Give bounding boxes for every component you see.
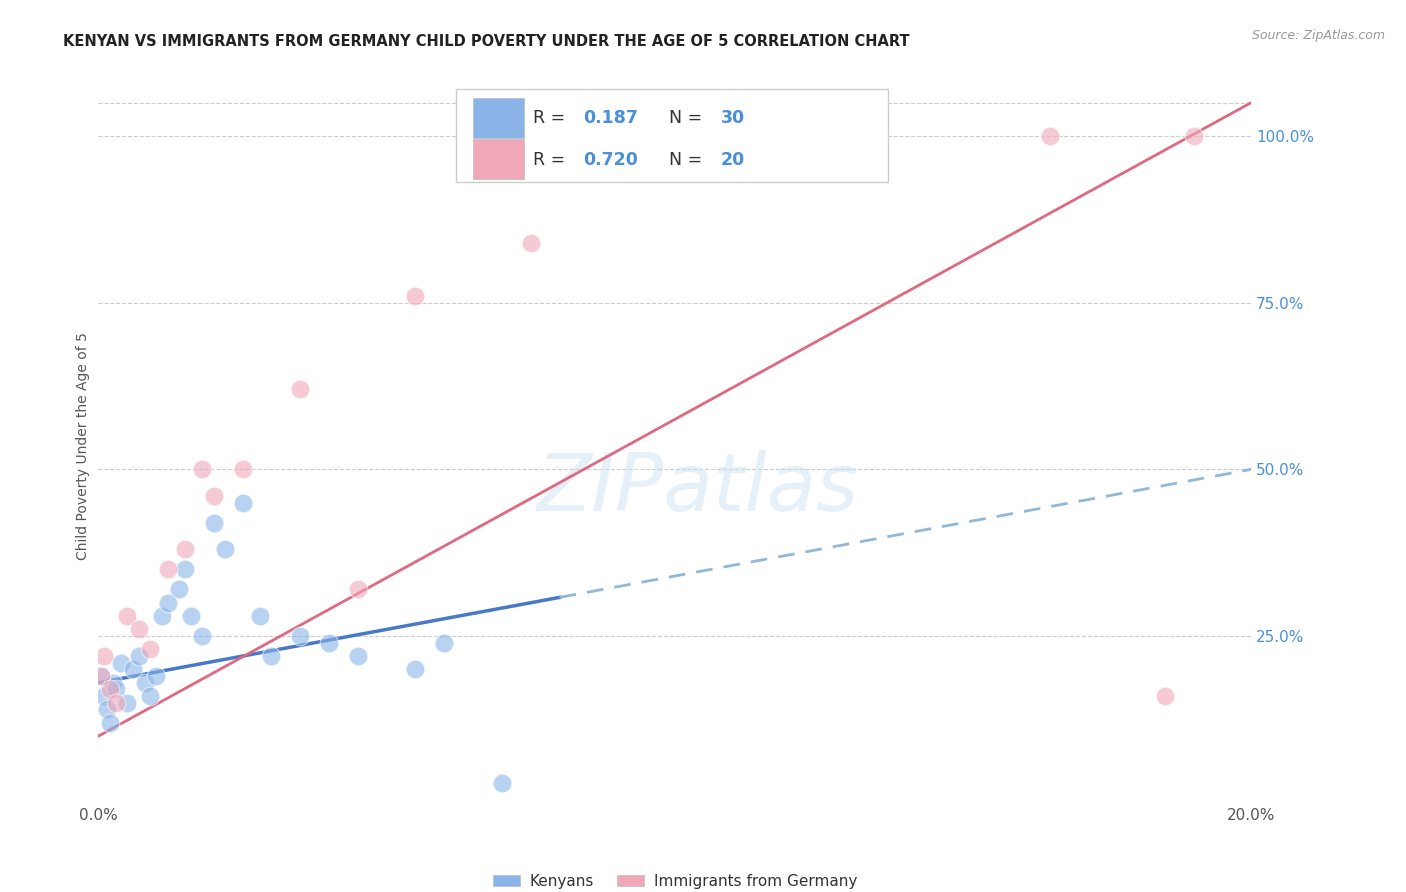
Point	[150, 609, 173, 624]
Point	[98, 682, 121, 697]
Point	[128, 649, 150, 664]
Point	[180, 609, 202, 624]
Point	[134, 675, 156, 690]
Text: 20: 20	[721, 151, 745, 169]
Point	[117, 696, 139, 710]
Point	[122, 662, 145, 676]
Point	[405, 289, 427, 303]
Point	[1038, 128, 1062, 143]
FancyBboxPatch shape	[472, 139, 524, 178]
Text: ZIPatlas: ZIPatlas	[537, 450, 859, 528]
FancyBboxPatch shape	[456, 89, 889, 182]
Point	[104, 696, 127, 710]
Point	[202, 489, 225, 503]
Point	[139, 642, 162, 657]
Point	[491, 776, 513, 790]
Point	[1153, 689, 1175, 703]
Point	[318, 636, 340, 650]
Point	[156, 562, 179, 576]
Point	[214, 542, 236, 557]
Point	[93, 649, 115, 664]
Point	[93, 689, 115, 703]
Point	[167, 582, 190, 597]
Point	[290, 629, 312, 643]
Legend: Kenyans, Immigrants from Germany: Kenyans, Immigrants from Germany	[486, 868, 863, 892]
Point	[117, 609, 139, 624]
Point	[156, 596, 179, 610]
Point	[231, 462, 254, 476]
Text: Source: ZipAtlas.com: Source: ZipAtlas.com	[1251, 29, 1385, 42]
Point	[433, 636, 456, 650]
Point	[520, 235, 543, 250]
Point	[231, 496, 254, 510]
Point	[174, 562, 197, 576]
Text: R =: R =	[533, 151, 571, 169]
Point	[1182, 128, 1205, 143]
Point	[249, 609, 271, 624]
Point	[807, 128, 830, 143]
Text: KENYAN VS IMMIGRANTS FROM GERMANY CHILD POVERTY UNDER THE AGE OF 5 CORRELATION C: KENYAN VS IMMIGRANTS FROM GERMANY CHILD …	[63, 34, 910, 49]
FancyBboxPatch shape	[472, 98, 524, 137]
Point	[96, 702, 118, 716]
Point	[90, 669, 112, 683]
Text: N =: N =	[669, 151, 707, 169]
Point	[90, 669, 112, 683]
Text: 0.720: 0.720	[582, 151, 637, 169]
Point	[98, 715, 121, 730]
Text: R =: R =	[533, 110, 571, 128]
Point	[405, 662, 427, 676]
Point	[202, 516, 225, 530]
Text: N =: N =	[669, 110, 707, 128]
Point	[174, 542, 197, 557]
Point	[101, 675, 124, 690]
Text: 0.187: 0.187	[582, 110, 637, 128]
Point	[290, 382, 312, 396]
Point	[145, 669, 167, 683]
Y-axis label: Child Poverty Under the Age of 5: Child Poverty Under the Age of 5	[76, 332, 90, 560]
Point	[104, 682, 127, 697]
Point	[110, 656, 132, 670]
Point	[346, 582, 368, 597]
Point	[191, 462, 214, 476]
Point	[139, 689, 162, 703]
Point	[191, 629, 214, 643]
Text: 30: 30	[721, 110, 745, 128]
Point	[128, 623, 150, 637]
Point	[260, 649, 283, 664]
Point	[346, 649, 368, 664]
